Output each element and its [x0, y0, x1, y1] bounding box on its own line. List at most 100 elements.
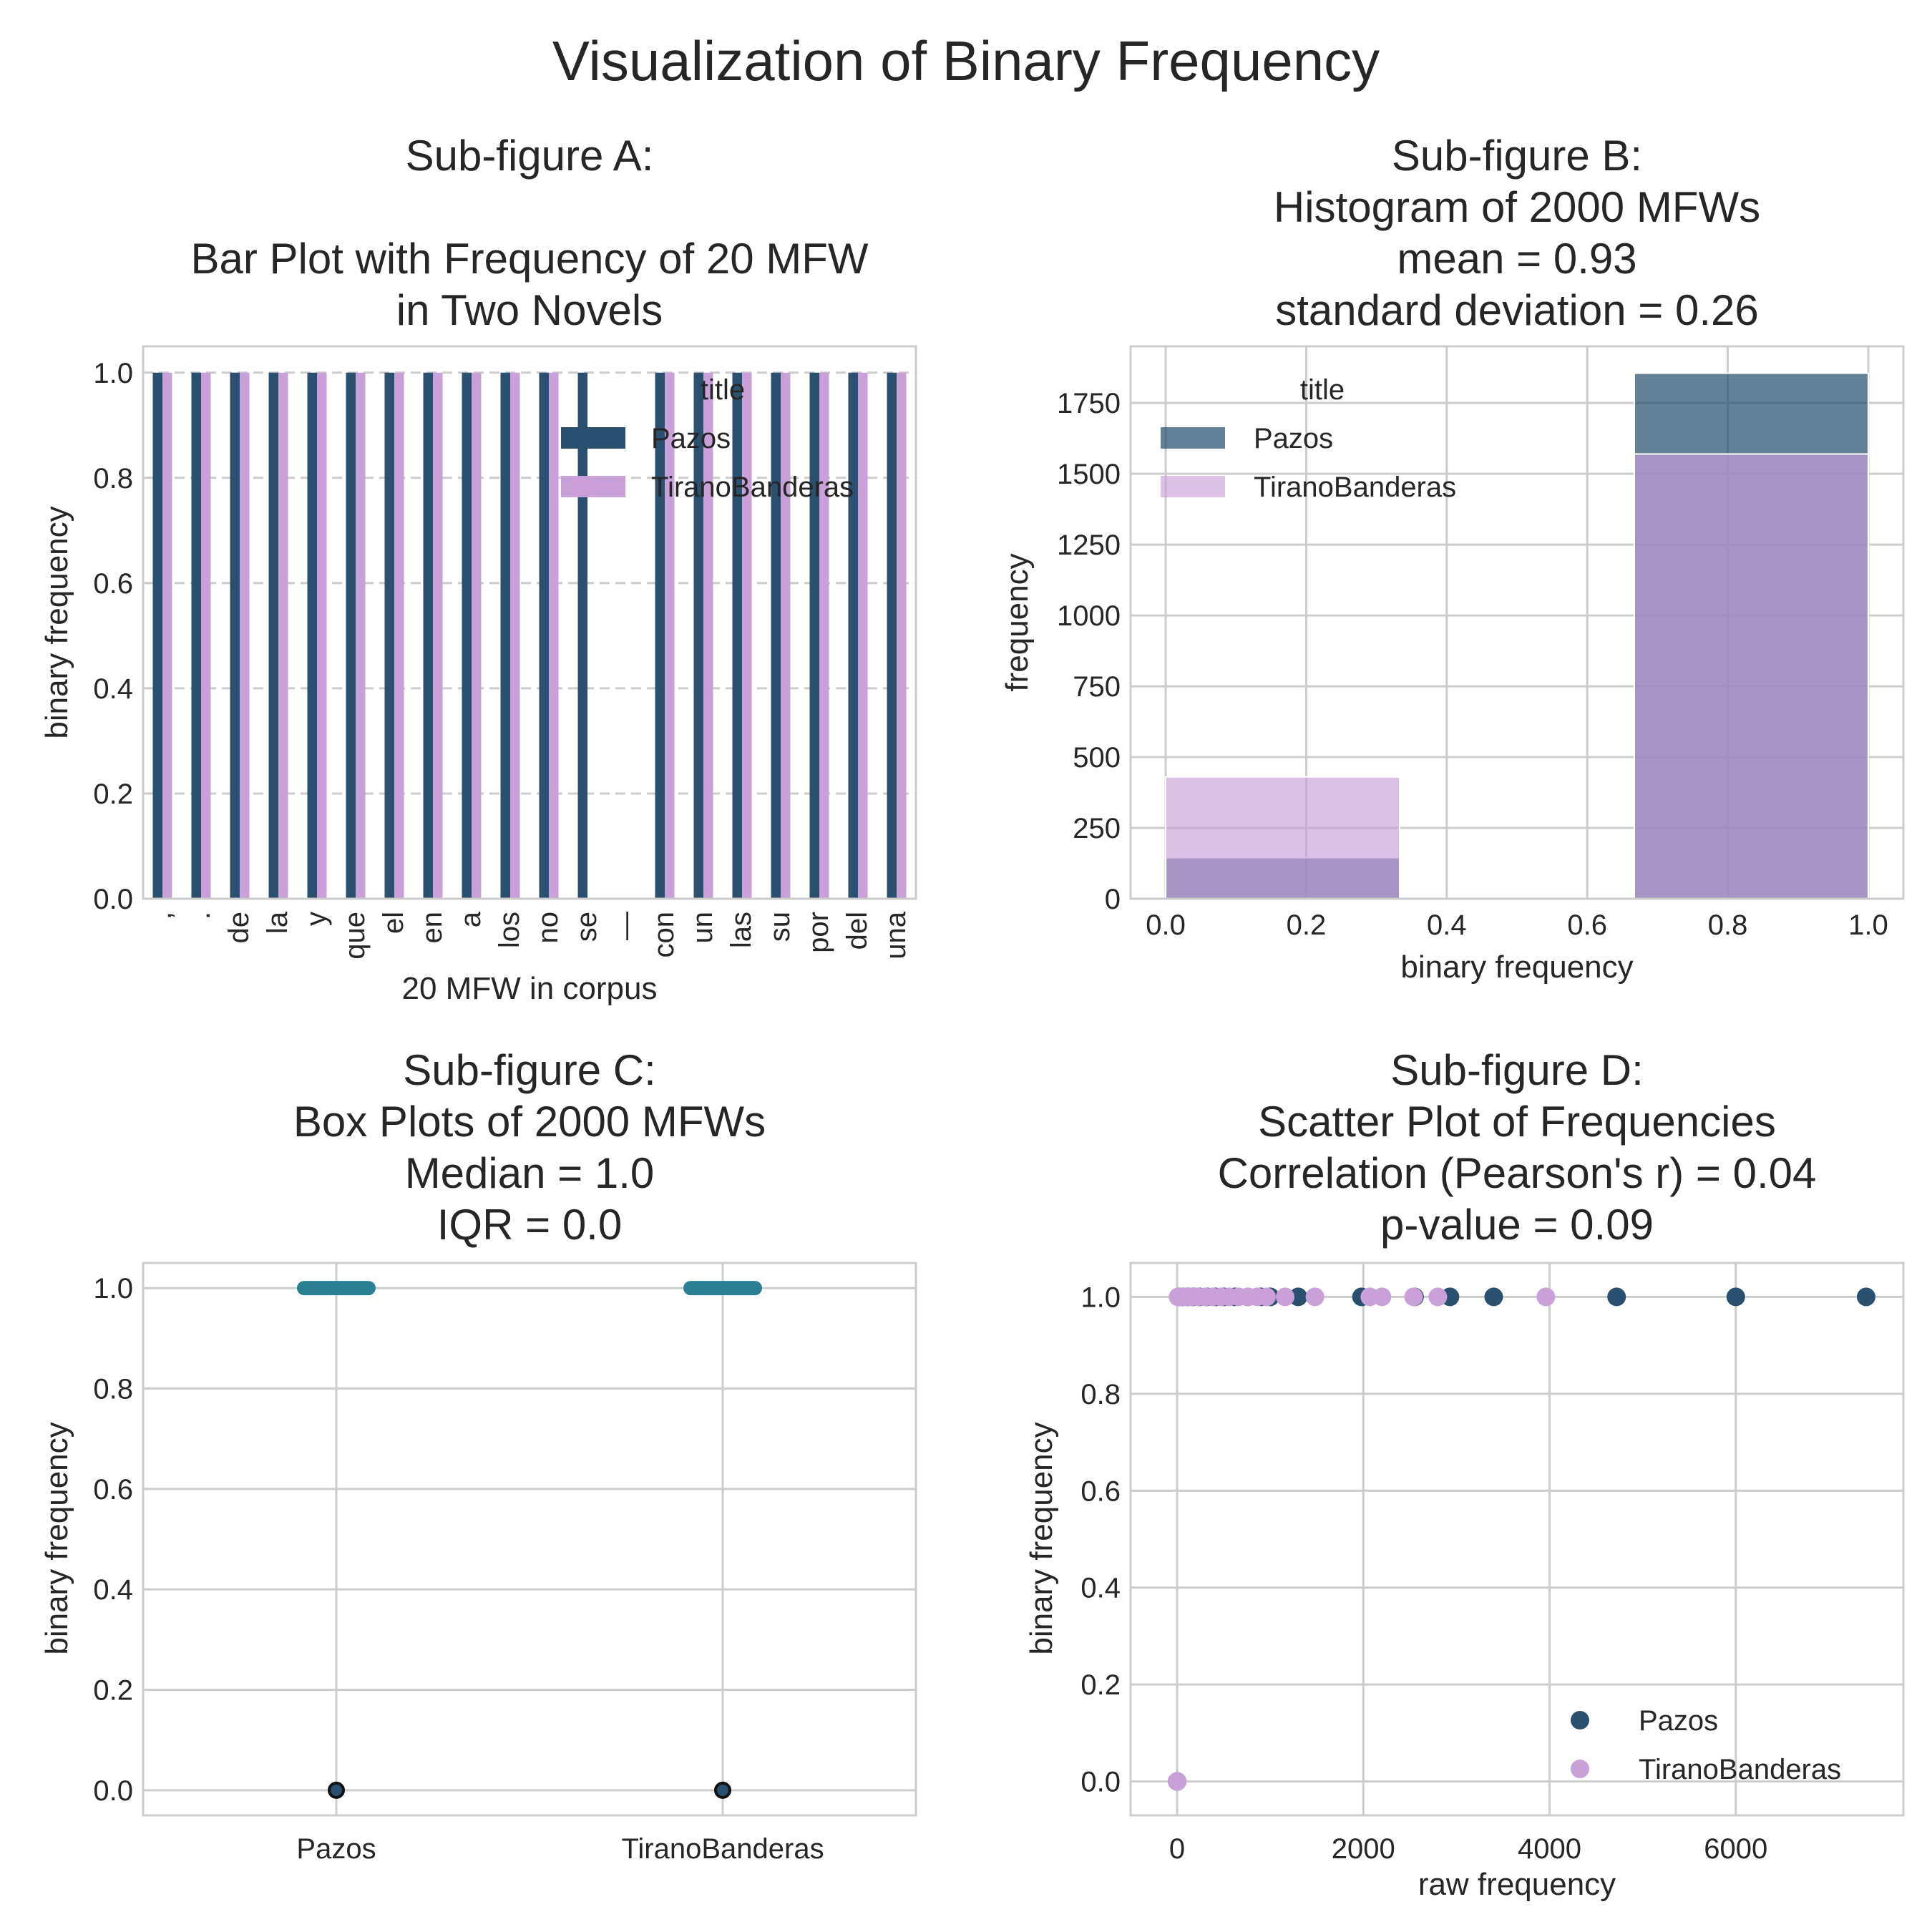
y-tick-label: 0.4 — [93, 673, 133, 705]
x-axis-label: binary frequency — [1400, 950, 1633, 985]
point-tiranobanderas — [1305, 1287, 1324, 1307]
x-tick-label: TiranoBanderas — [621, 1833, 824, 1865]
bar-pazos — [384, 372, 394, 899]
legend-label-pazos: Pazos — [1254, 423, 1333, 454]
y-tick-label: 0.4 — [1080, 1573, 1121, 1604]
y-tick-label: 0.4 — [93, 1574, 133, 1606]
x-tick-label: 0.0 — [1146, 909, 1186, 941]
subfigure-title-line: p-value = 0.09 — [1380, 1201, 1654, 1249]
bar-pazos — [771, 372, 781, 899]
point-pazos — [1856, 1287, 1875, 1307]
y-axis-label: frequency — [1000, 553, 1035, 691]
x-tick-label: 0 — [1169, 1833, 1185, 1865]
bar-pazos — [848, 372, 858, 899]
y-axis-label: binary frequency — [39, 506, 74, 738]
subfigure-title-line: Sub-figure B: — [1392, 132, 1642, 180]
legend-title: title — [701, 374, 745, 406]
legend-label-pazos: Pazos — [651, 423, 731, 454]
bar-pazos — [732, 372, 742, 899]
legend-label-tiranobanderas: TiranoBanderas — [1639, 1754, 1841, 1785]
subfigure-title-line: Sub-figure D: — [1390, 1046, 1644, 1094]
bar-pazos — [268, 372, 278, 899]
subfigure-title-line: in Two Novels — [396, 286, 663, 334]
y-tick-label: 1750 — [1057, 388, 1121, 419]
legend-title: title — [1300, 374, 1345, 406]
subfigure-title-line: Sub-figure A: — [406, 132, 654, 180]
point-tiranobanderas — [1257, 1287, 1276, 1307]
subfigure-title-line: Bar Plot with Frequency of 20 MFW — [191, 235, 869, 283]
x-tick-label: 0.4 — [1427, 909, 1467, 941]
x-tick-label: de — [223, 912, 255, 944]
x-tick-label: . — [185, 912, 216, 919]
point-tiranobanderas — [1168, 1772, 1187, 1791]
subfigure-d: Sub-figure D:Scatter Plot of Frequencies… — [1024, 1046, 1905, 1902]
y-axis-label: binary frequency — [39, 1422, 74, 1654]
y-axis-label: binary frequency — [1024, 1422, 1059, 1654]
x-tick-label: 2000 — [1332, 1833, 1395, 1865]
legend-swatch-pazos — [1161, 427, 1225, 449]
bar-pazos — [693, 372, 703, 899]
point-tiranobanderas — [1404, 1287, 1423, 1307]
bar-tiranobanderas — [665, 372, 675, 899]
bar-pazos — [887, 372, 897, 899]
subfigure-title-line: mean = 0.93 — [1397, 235, 1636, 283]
subfigure-c: Sub-figure C:Box Plots of 2000 MFWsMedia… — [39, 1046, 917, 1865]
y-tick-label: 250 — [1073, 813, 1121, 844]
legend-label-pazos: Pazos — [1639, 1705, 1718, 1737]
point-tiranobanderas — [1276, 1287, 1294, 1307]
bar-tiranobanderas — [433, 372, 443, 899]
subfigure-title-line: IQR = 0.0 — [437, 1201, 622, 1249]
subfigure-title-line: Scatter Plot of Frequencies — [1258, 1098, 1776, 1146]
outlier-point — [328, 1781, 345, 1799]
y-tick-label: 0.6 — [93, 568, 133, 600]
axes-frame — [142, 345, 917, 900]
point-tiranobanderas — [1372, 1287, 1392, 1307]
x-tick-label: Pazos — [296, 1833, 376, 1865]
bar-tiranobanderas — [781, 372, 791, 899]
subfigure-title-line: Correlation (Pearson's r) = 0.04 — [1218, 1149, 1817, 1197]
x-tick-label: por — [803, 912, 834, 953]
bar-tiranobanderas — [162, 372, 172, 899]
x-axis-label: 20 MFW in corpus — [402, 971, 658, 1006]
legend-marker-pazos — [1571, 1711, 1589, 1729]
x-tick-label: que — [339, 912, 371, 960]
point-tiranobanderas — [1536, 1287, 1556, 1307]
bar-pazos — [577, 372, 587, 899]
legend-marker-tiranobanderas — [1571, 1760, 1589, 1778]
y-tick-label: 0.6 — [93, 1474, 133, 1506]
y-tick-label: 0.2 — [1080, 1669, 1121, 1701]
x-tick-label: su — [764, 912, 796, 942]
subfigure-a: Sub-figure A: Bar Plot with Frequency of … — [39, 132, 917, 1006]
x-tick-label: 0.8 — [1708, 909, 1748, 941]
axes-frame — [1129, 345, 1905, 900]
y-tick-label: 0.6 — [1080, 1475, 1121, 1507]
y-tick-label: 1250 — [1057, 530, 1121, 561]
point-pazos — [1607, 1287, 1626, 1307]
legend-swatch-tiranobanderas — [561, 476, 625, 497]
legend-swatch-pazos — [561, 427, 625, 449]
y-tick-label: 1500 — [1057, 459, 1121, 490]
y-tick-label: 0.0 — [93, 1775, 133, 1807]
subfigure-title-line: Median = 1.0 — [405, 1149, 655, 1197]
x-tick-label: 0.2 — [1287, 909, 1327, 941]
bar-pazos — [307, 372, 317, 899]
x-tick-label: — — [610, 912, 641, 940]
subfigure-title-line: Box Plots of 2000 MFWs — [293, 1098, 766, 1146]
x-tick-label: se — [571, 912, 602, 942]
y-tick-label: 0.8 — [1080, 1379, 1121, 1410]
x-tick-label: las — [726, 912, 757, 948]
outlier-point — [714, 1781, 731, 1799]
y-tick-label: 0.8 — [93, 463, 133, 494]
bar-pazos — [462, 372, 472, 899]
x-tick-label: 4000 — [1518, 1833, 1581, 1865]
x-tick-label: los — [494, 912, 525, 948]
bar-tiranobanderas — [858, 372, 868, 899]
subfigure-title-line: standard deviation = 0.26 — [1275, 286, 1759, 334]
x-axis-label: raw frequency — [1418, 1867, 1616, 1902]
x-tick-label: , — [146, 912, 177, 919]
x-tick-label: y — [301, 912, 332, 926]
bar-pazos — [809, 372, 819, 899]
bar-tiranobanderas — [742, 372, 752, 899]
axes-frame — [1129, 1262, 1905, 1817]
bar-tiranobanderas — [240, 372, 250, 899]
